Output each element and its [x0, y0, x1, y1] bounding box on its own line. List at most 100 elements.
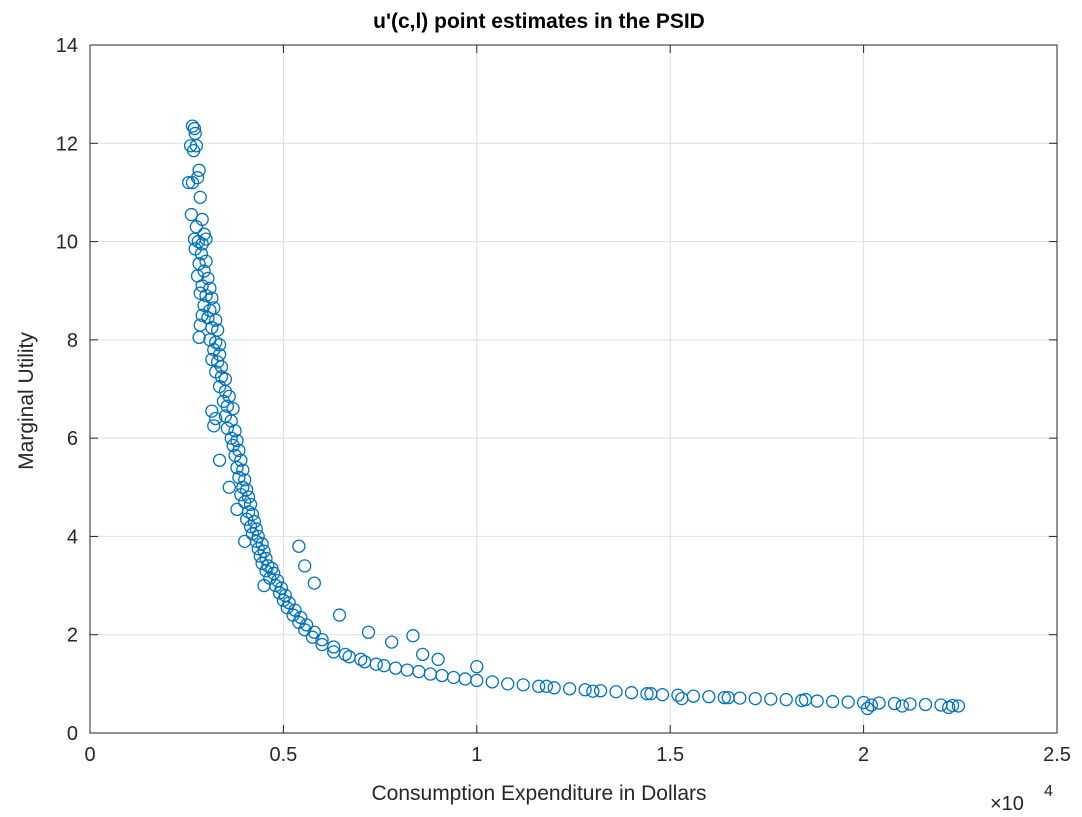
x-tick-label: 0.5	[269, 744, 297, 766]
data-point	[214, 370, 229, 384]
data-point	[315, 632, 329, 647]
data-point	[470, 673, 484, 688]
data-point	[203, 303, 217, 318]
data-point	[249, 534, 263, 548]
data-point	[187, 121, 202, 136]
data-point	[593, 684, 608, 698]
data-point	[864, 698, 878, 712]
data-point	[218, 384, 233, 399]
data-point	[895, 699, 909, 713]
data-point	[187, 144, 201, 158]
data-point	[193, 190, 207, 204]
data-point	[272, 586, 287, 600]
data-point	[415, 647, 430, 662]
data-point	[241, 490, 256, 504]
data-point	[485, 675, 499, 689]
data-point	[199, 288, 213, 303]
data-point	[220, 399, 234, 413]
data-point	[532, 679, 546, 693]
y-tick-label: 6	[67, 428, 78, 450]
x-tick-label: 1.5	[656, 744, 684, 766]
data-point	[748, 691, 762, 706]
y-tick-label: 12	[56, 133, 78, 155]
y-axis-label: Marginal Utility	[15, 332, 38, 470]
data-point	[259, 564, 273, 578]
data-point	[578, 683, 592, 697]
data-point	[918, 697, 933, 712]
data-point	[209, 411, 223, 426]
data-point	[951, 699, 966, 713]
data-point	[197, 264, 211, 278]
data-point	[586, 684, 600, 698]
data-point	[539, 679, 554, 693]
data-point	[826, 694, 840, 709]
x-exponent-base: ×10	[990, 793, 1024, 815]
plot-background	[90, 45, 1057, 733]
data-point	[644, 687, 658, 701]
data-point	[230, 460, 244, 475]
y-tick-label: 0	[67, 723, 78, 745]
data-point	[205, 404, 219, 418]
data-point	[243, 497, 258, 512]
data-point	[209, 335, 223, 349]
data-point	[191, 234, 205, 249]
data-point	[798, 692, 813, 707]
data-point	[232, 443, 246, 458]
data-point	[222, 480, 236, 494]
data-point	[332, 608, 347, 622]
chart-title: u'(c,l) point estimates in the PSID	[373, 10, 705, 33]
data-point	[210, 355, 225, 369]
data-point	[239, 512, 254, 526]
data-point	[298, 623, 312, 637]
data-point	[406, 629, 420, 643]
x-tick-label: 2.5	[1043, 744, 1071, 766]
data-point	[236, 463, 250, 477]
data-point	[205, 352, 219, 367]
data-point	[276, 593, 291, 607]
data-point	[195, 237, 209, 251]
data-point	[671, 688, 685, 702]
data-point	[354, 652, 368, 666]
data-point	[185, 175, 200, 190]
data-point	[841, 695, 855, 709]
data-point	[234, 453, 248, 467]
data-point	[230, 433, 244, 448]
data-point	[385, 635, 399, 649]
data-point	[624, 686, 639, 700]
data-point	[195, 308, 209, 322]
data-point	[216, 394, 231, 408]
data-point	[245, 527, 260, 541]
data-point	[640, 687, 654, 701]
x-tick-label: 1	[471, 744, 482, 766]
data-point	[702, 689, 716, 704]
data-point	[193, 286, 207, 300]
data-point	[199, 232, 213, 246]
data-point	[184, 207, 198, 222]
data-point	[431, 652, 445, 666]
data-point	[872, 696, 886, 710]
data-point	[192, 163, 206, 177]
data-point	[298, 559, 312, 573]
x-tick-label: 0	[84, 744, 95, 766]
data-point	[185, 119, 200, 133]
data-point	[292, 539, 306, 553]
data-point	[779, 692, 793, 707]
data-point	[516, 678, 530, 692]
data-point	[501, 677, 515, 691]
data-point	[307, 576, 321, 590]
x-tick-labels: 0 0.5 1 1.5 2 2.5	[84, 744, 1070, 766]
data-point	[547, 681, 561, 695]
axes-box	[89, 44, 1058, 734]
data-point	[209, 313, 223, 327]
data-point	[609, 685, 623, 699]
data-point	[369, 657, 383, 671]
y-tick-label: 2	[67, 625, 78, 647]
data-point	[190, 171, 205, 185]
y-tick-label: 14	[56, 35, 78, 57]
data-point	[212, 453, 227, 467]
data-point	[199, 254, 213, 268]
data-point	[942, 700, 956, 715]
data-point	[305, 630, 320, 644]
data-point	[860, 701, 875, 716]
data-point	[717, 690, 731, 705]
